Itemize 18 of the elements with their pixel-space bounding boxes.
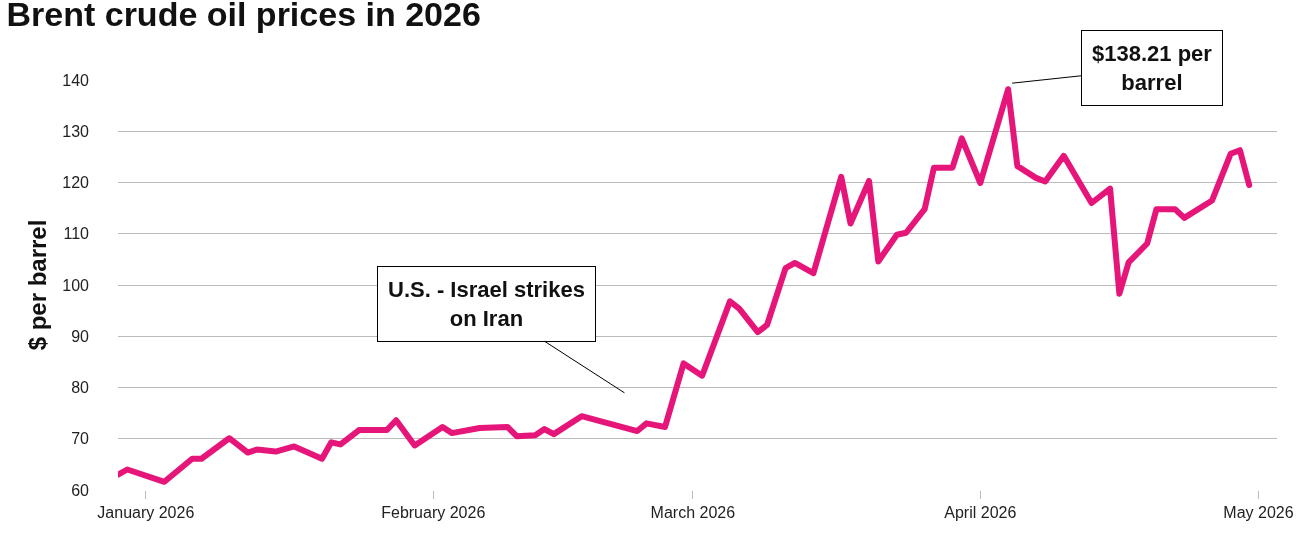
x-tick-label: April 2026	[944, 504, 1017, 522]
x-tick-label: February 2026	[381, 504, 486, 522]
x-tick-label: May 2026	[1223, 504, 1294, 522]
x-tick-label: January 2026	[97, 504, 195, 522]
y-tick-label: 70	[71, 430, 90, 448]
x-tick-label: March 2026	[650, 504, 736, 522]
y-tick-label: 100	[62, 276, 90, 294]
y-tick-label: 90	[71, 327, 90, 345]
y-tick-label: 140	[62, 71, 90, 89]
chart-title: Brent crude oil prices in 2026	[6, 0, 481, 34]
y-axis-title: $ per barrel	[24, 219, 52, 351]
annotation: U.S. - Israel strikes on Iran	[388, 277, 585, 331]
y-tick-label: 120	[62, 174, 90, 192]
y-tick-label: 80	[71, 379, 90, 397]
y-tick-label: 60	[71, 481, 90, 499]
y-tick-label: 130	[62, 122, 90, 140]
y-tick-label: 110	[63, 225, 90, 243]
annotation: $138.21 per barrel	[1092, 41, 1213, 95]
